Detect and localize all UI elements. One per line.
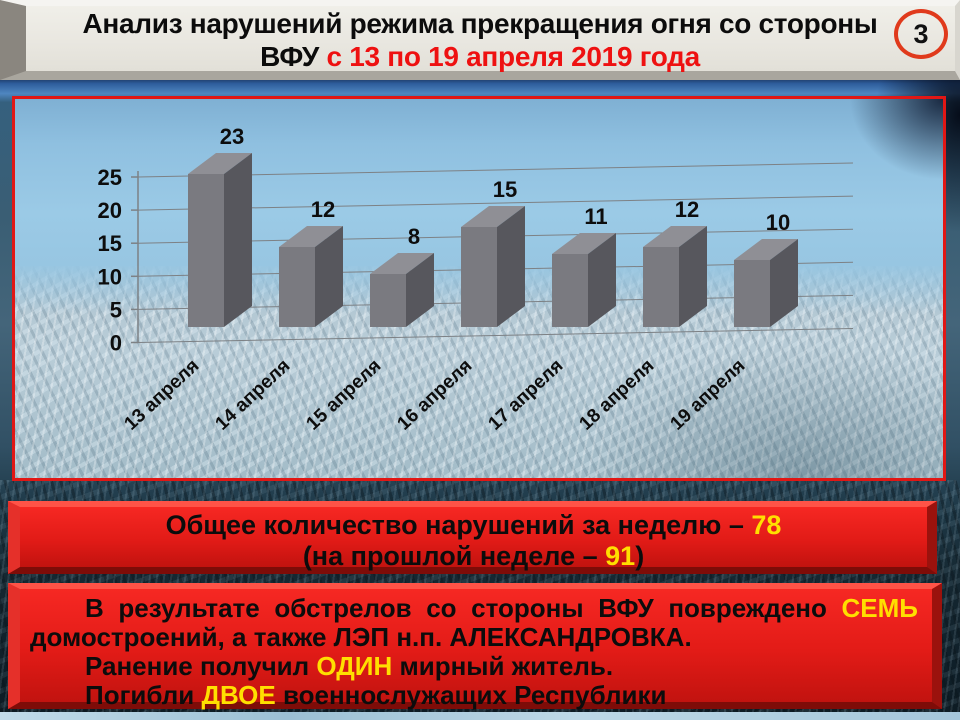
gridline: [137, 195, 854, 211]
bar-front-face: [370, 274, 406, 327]
bar-top-face: [370, 253, 434, 274]
page-number: 3: [913, 18, 929, 49]
bar-front-face: [279, 247, 315, 327]
bar-front-face: [643, 247, 679, 327]
bar-side-face: [770, 239, 798, 327]
text-segment: 78: [751, 510, 782, 540]
bar-front-face: [734, 260, 770, 327]
gridline: [137, 328, 854, 343]
text-segment: В результате обстрелов со стороны ВФУ по…: [85, 593, 842, 623]
header-plate: [0, 0, 960, 80]
bar-top-face: [461, 206, 525, 227]
y-tick-label: 10: [98, 264, 122, 289]
bar-top-face: [188, 153, 252, 174]
y-tick-label: 25: [98, 165, 122, 190]
text-segment: военнослужащих Республики: [275, 680, 667, 710]
details-line-4: Погибли ДВОЕ военнослужащих Республики: [30, 681, 918, 710]
x-axis-label: 15 апреля: [302, 355, 385, 434]
bar-side-face: [588, 233, 616, 327]
title-line-1: Анализ нарушений режима прекращения огня…: [82, 8, 878, 39]
text-segment: Общее количество нарушений за неделю –: [165, 510, 752, 540]
text-segment: ): [635, 541, 645, 571]
bar-top-face: [734, 239, 798, 260]
bar-side-face: [406, 253, 434, 327]
text-segment: ОДИН: [316, 651, 393, 681]
x-axis-label: 18 апреля: [575, 355, 658, 434]
title-line-2: ВФУ с 13 по 19 апреля 2019 года: [0, 40, 960, 73]
page-number-badge: 3: [894, 9, 948, 59]
details-line-2: домостроений, а также ЛЭП н.п. АЛЕКСАНДР…: [30, 623, 918, 652]
bar-value-label: 12: [311, 197, 335, 222]
text-segment: 91: [605, 541, 636, 571]
bar-front-face: [461, 227, 497, 327]
bar-top-face: [643, 226, 707, 247]
details-line-3: Ранение получил ОДИН мирный житель.: [30, 652, 918, 681]
bar-value-label: 15: [493, 177, 517, 202]
text-segment: с 13 по 19 апреля 2019 года: [326, 41, 700, 72]
x-axis-label: 14 апреля: [211, 355, 294, 434]
bar-side-face: [224, 153, 252, 327]
shelling-details-banner: В результате обстрелов со стороны ВФУ по…: [8, 583, 942, 710]
text-segment: мирный житель.: [392, 651, 614, 681]
text-segment: СЕМЬ: [841, 593, 918, 623]
bar-top-face: [552, 233, 616, 254]
text-segment: (на прошлой неделе –: [302, 541, 606, 571]
text-segment: ДВОЕ: [201, 680, 276, 710]
bar-value-label: 8: [408, 224, 420, 249]
text-segment: домостроений, а также ЛЭП н.п. АЛЕКСАНДР…: [30, 622, 692, 652]
violations-bar-chart: 0 5 10 15 20 25 23 13 апреля 12 14 апреля 8 15 апре…: [98, 124, 854, 435]
y-tick-label: 20: [98, 198, 122, 223]
gridline: [137, 162, 854, 178]
slide-title: Анализ нарушений режима прекращения огня…: [0, 7, 960, 73]
y-tick-label: 5: [110, 297, 122, 322]
weekly-total-banner: Общее количество нарушений за неделю – 7…: [8, 501, 937, 574]
bottom-edge-strip: [0, 712, 960, 720]
details-line-1: В результате обстрелов со стороны ВФУ по…: [30, 594, 918, 623]
bar-top-face: [279, 226, 343, 247]
bar-front-face: [188, 174, 224, 327]
bar-front-face: [552, 254, 588, 327]
bar-side-face: [679, 226, 707, 327]
x-axis-label: 16 апреля: [393, 355, 476, 434]
bar-value-label: 10: [766, 210, 790, 235]
chart-panel: 0 5 10 15 20 25 23 13 апреля 12 14 апреля 8 15 апре…: [12, 96, 946, 481]
bar-side-face: [497, 206, 525, 327]
bar-value-label: 12: [675, 197, 699, 222]
x-axis-label: 19 апреля: [666, 355, 749, 434]
bar-value-label: 11: [584, 204, 607, 229]
y-tick-label: 15: [98, 231, 122, 256]
bar-side-face: [315, 226, 343, 327]
x-axis-label: 17 апреля: [484, 355, 567, 434]
text-segment: Ранение получил: [85, 651, 317, 681]
text-segment: ВФУ: [260, 41, 327, 72]
previous-week-line: (на прошлой неделе – 91): [20, 541, 927, 572]
weekly-total-line: Общее количество нарушений за неделю – 7…: [20, 510, 927, 541]
x-axis-label: 13 апреля: [120, 355, 203, 434]
y-tick-label: 0: [110, 331, 122, 356]
text-segment: Погибли: [85, 680, 202, 710]
bar-value-label: 23: [220, 124, 244, 149]
